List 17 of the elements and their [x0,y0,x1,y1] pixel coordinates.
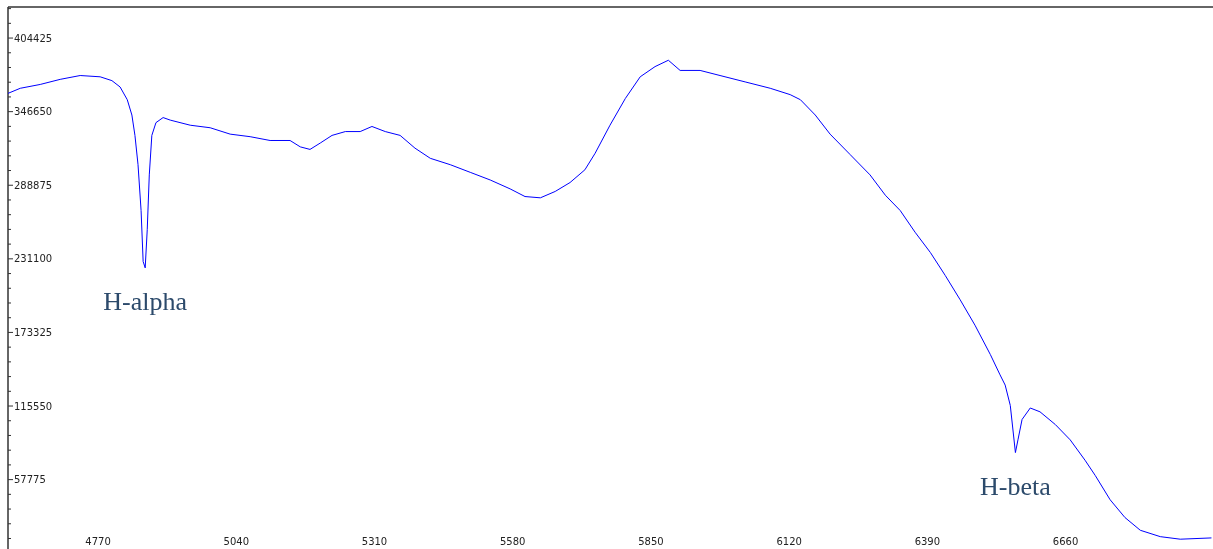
annotation: H-alpha [103,286,188,316]
y-tick-label: 346650 [14,106,53,118]
x-tick-label: 5850 [638,536,664,547]
annotation: H-beta [980,471,1052,501]
y-tick-label: 288875 [14,179,53,191]
x-tick-label: 5040 [223,536,250,547]
x-tick-label: 6120 [776,536,802,547]
x-tick-label: 5580 [500,536,526,547]
y-tick-label: 231100 [14,253,53,265]
x-tick-label: 6390 [914,536,941,547]
y-tick-label: 404425 [14,32,53,44]
x-tick-label: 6660 [1052,536,1079,547]
x-tick-label: 4770 [85,536,111,547]
y-tick-label: 115550 [14,400,53,412]
x-tick-label: 5310 [361,536,388,547]
y-tick-label: 57775 [14,474,46,486]
y-tick-label: 173325 [14,326,53,338]
